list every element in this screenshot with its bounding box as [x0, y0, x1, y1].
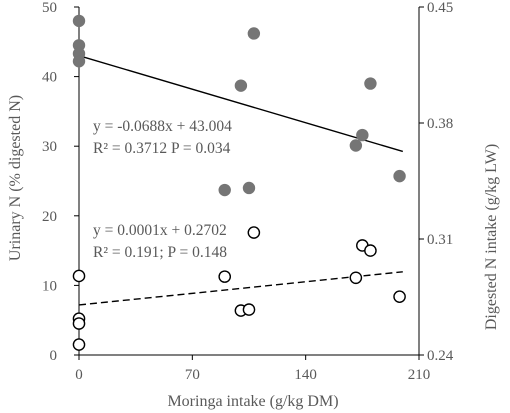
x-tick-label: 70: [185, 367, 200, 383]
y-left-tick-label: 30: [42, 139, 57, 155]
y-left-tick-label: 20: [42, 209, 57, 225]
trendline-left-series: [78, 55, 404, 153]
x-axis-label: Moringa intake (g/kg DM): [167, 393, 338, 410]
filled-data-point: [247, 27, 261, 40]
data-points: [72, 14, 406, 351]
stats-right-series: R² = 0.191; P = 0.148: [93, 244, 227, 261]
filled-data-point: [72, 55, 86, 68]
y-left-tick-label: 50: [42, 0, 57, 16]
labels: y = -0.0688x + 43.004 R² = 0.3712 P = 0.…: [7, 95, 500, 410]
filled-data-point: [242, 181, 256, 195]
y-right-tick-label: 0.31: [427, 232, 453, 248]
equation-right-series: y = 0.0001x + 0.2702: [93, 222, 227, 239]
filled-data-point: [356, 128, 369, 142]
filled-data-point: [364, 77, 377, 90]
y-left-tick-label: 40: [42, 70, 57, 86]
filled-data-point: [72, 14, 86, 28]
y-left-tick-label: 0: [50, 348, 58, 364]
open-data-point: [364, 244, 377, 257]
axes: 0 70 140 210 0 10 20 30 40 50 0.24 0.31 0.38 0.45: [42, 0, 454, 383]
y-axis-label-left: Urinary N (% digested N): [7, 95, 24, 261]
filled-data-point: [349, 139, 363, 152]
filled-data-point: [234, 79, 248, 92]
stats-left-series: R² = 0.3712 P = 0.034: [93, 140, 231, 157]
open-data-point: [218, 270, 232, 283]
trendlines: [78, 55, 404, 306]
y-left-tick-label: 10: [42, 278, 57, 294]
y-axis-label-right: Digested N intake (g/kg LW): [483, 144, 500, 330]
open-data-point: [247, 226, 261, 239]
filled-data-point: [218, 183, 231, 197]
open-data-point: [393, 290, 406, 303]
x-tick-label: 140: [294, 367, 317, 383]
y-right-tick-label: 0.38: [427, 116, 453, 132]
x-tick-label: 210: [408, 367, 431, 383]
open-data-point: [72, 317, 86, 330]
open-data-point: [242, 303, 256, 316]
filled-data-point: [393, 169, 406, 183]
open-data-point: [349, 271, 363, 285]
equation-left-series: y = -0.0688x + 43.004: [93, 118, 232, 135]
open-data-point: [72, 269, 86, 283]
open-data-point: [72, 338, 86, 351]
y-right-tick-label: 0.24: [427, 348, 454, 364]
x-tick-label: 0: [75, 367, 83, 383]
y-right-tick-label: 0.45: [427, 0, 453, 16]
